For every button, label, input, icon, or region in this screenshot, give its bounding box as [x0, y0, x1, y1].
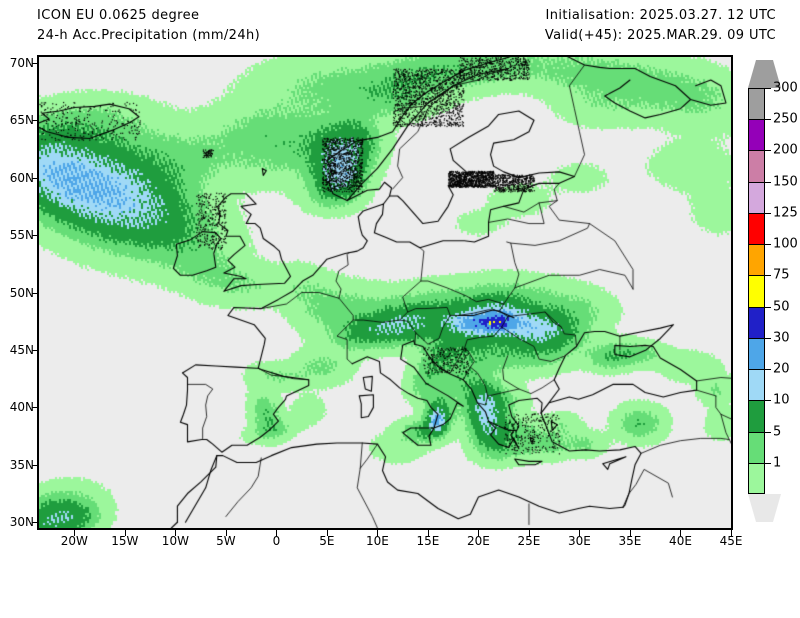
colorbar: [748, 88, 765, 494]
valid-time: Valid(+45): 2025.MAR.29. 09 UTC: [544, 28, 776, 43]
map-canvas: [39, 57, 731, 528]
colorbar-band-75: [748, 275, 765, 307]
y-tick-label-6: 40N: [9, 400, 34, 415]
x-tick-3: [225, 529, 227, 536]
y-tick-label-3: 55N: [9, 228, 34, 243]
x-tick-5: [326, 529, 328, 536]
colorbar-label-50: 50: [773, 299, 790, 315]
x-tick-10: [579, 529, 581, 536]
colorbar-tick-100: [765, 244, 771, 246]
y-tick-label-0: 70N: [9, 55, 34, 70]
colorbar-tick-1: [765, 462, 771, 464]
colorbar-label-5: 5: [773, 424, 782, 440]
colorbar-band-250: [748, 119, 765, 151]
x-tick-6: [377, 529, 379, 536]
y-tick-7: [32, 464, 39, 466]
colorbar-label-150: 150: [773, 174, 798, 190]
model-title: ICON EU 0.0625 degree: [37, 8, 200, 23]
x-tick-label-5: 5E: [319, 534, 335, 548]
x-tick-label-12: 40E: [669, 534, 692, 548]
y-axis: 70N 65N 60N 55N 50N 45N 40N 35N 30N: [0, 0, 39, 618]
colorbar-band-20: [748, 369, 765, 401]
y-tick-5: [32, 349, 39, 351]
y-tick-1: [32, 120, 39, 122]
colorbar-label-1: 1: [773, 455, 782, 471]
x-tick-11: [629, 529, 631, 536]
colorbar-tick-300: [765, 88, 771, 89]
x-tick-9: [528, 529, 530, 536]
x-tick-7: [427, 529, 429, 536]
colorbar-tick-50: [765, 306, 771, 308]
x-tick-4: [276, 529, 278, 536]
colorbar-tick-150: [765, 181, 771, 183]
colorbar-tick-250: [765, 119, 771, 121]
y-tick-label-7: 35N: [9, 457, 34, 472]
y-tick-label-5: 45N: [9, 342, 34, 357]
colorbar-band-1: [748, 462, 765, 494]
colorbar-label-30: 30: [773, 330, 790, 346]
x-tick-label-10: 30E: [568, 534, 591, 548]
y-tick-6: [32, 407, 39, 409]
x-tick-1: [124, 529, 126, 536]
colorbar-tick-30: [765, 337, 771, 339]
colorbar-label-75: 75: [773, 267, 790, 283]
x-tick-label-3: 5W: [216, 534, 236, 548]
x-tick-label-0: 20W: [60, 534, 88, 548]
y-tick-label-2: 60N: [9, 170, 34, 185]
colorbar-band-50: [748, 306, 765, 338]
colorbar-over-arrow: [748, 60, 781, 88]
x-tick-label-1: 15W: [111, 534, 139, 548]
colorbar-band-125: [748, 212, 765, 245]
y-tick-label-4: 50N: [9, 285, 34, 300]
field-title: 24-h Acc.Precipitation (mm/24h): [37, 28, 261, 43]
y-tick-0: [32, 62, 39, 64]
x-tick-label-6: 10E: [365, 534, 389, 548]
x-tick-label-9: 25E: [517, 534, 541, 548]
colorbar-label-200: 200: [773, 142, 798, 158]
x-tick-8: [478, 529, 480, 536]
colorbar-tick-20: [765, 369, 771, 371]
x-tick-13: [731, 529, 732, 536]
colorbar-label-300: 300: [773, 80, 798, 96]
x-tick-label-7: 15E: [416, 534, 440, 548]
y-tick-label-8: 30N: [9, 515, 34, 530]
colorbar-label-20: 20: [773, 361, 790, 377]
x-tick-label-8: 20E: [467, 534, 490, 548]
y-tick-4: [32, 292, 39, 294]
x-tick-12: [680, 529, 682, 536]
x-tick-2: [175, 529, 177, 536]
colorbar-band-200: [748, 150, 765, 182]
precipitation-map: [37, 55, 733, 530]
colorbar-tick-125: [765, 212, 771, 214]
y-tick-8: [32, 522, 39, 524]
colorbar-label-100: 100: [773, 236, 798, 252]
x-tick-0: [74, 529, 76, 536]
colorbar-band-150: [748, 181, 765, 213]
x-tick-label-13: 45E: [719, 534, 743, 548]
colorbar-under-arrow: [748, 494, 781, 522]
colorbar-tick-75: [765, 275, 771, 277]
y-tick-3: [32, 235, 39, 237]
y-tick-2: [32, 177, 39, 179]
initialisation-time: Initialisation: 2025.03.27. 12 UTC: [545, 8, 776, 23]
colorbar-tick-5: [765, 431, 771, 433]
x-tick-label-4: 0: [272, 534, 281, 548]
colorbar-band-5: [748, 431, 765, 463]
colorbar-label-125: 125: [773, 205, 798, 221]
colorbar-label-10: 10: [773, 392, 790, 408]
colorbar-band-30: [748, 337, 765, 370]
x-tick-label-11: 35E: [618, 534, 642, 548]
colorbar-label-250: 250: [773, 111, 798, 127]
colorbar-band-10: [748, 400, 765, 432]
colorbar-band-100: [748, 244, 765, 276]
colorbar-band-300: [748, 88, 765, 120]
y-tick-label-1: 65N: [9, 113, 34, 128]
x-tick-label-2: 10W: [161, 534, 189, 548]
colorbar-tick-200: [765, 150, 771, 152]
colorbar-tick-10: [765, 400, 771, 402]
